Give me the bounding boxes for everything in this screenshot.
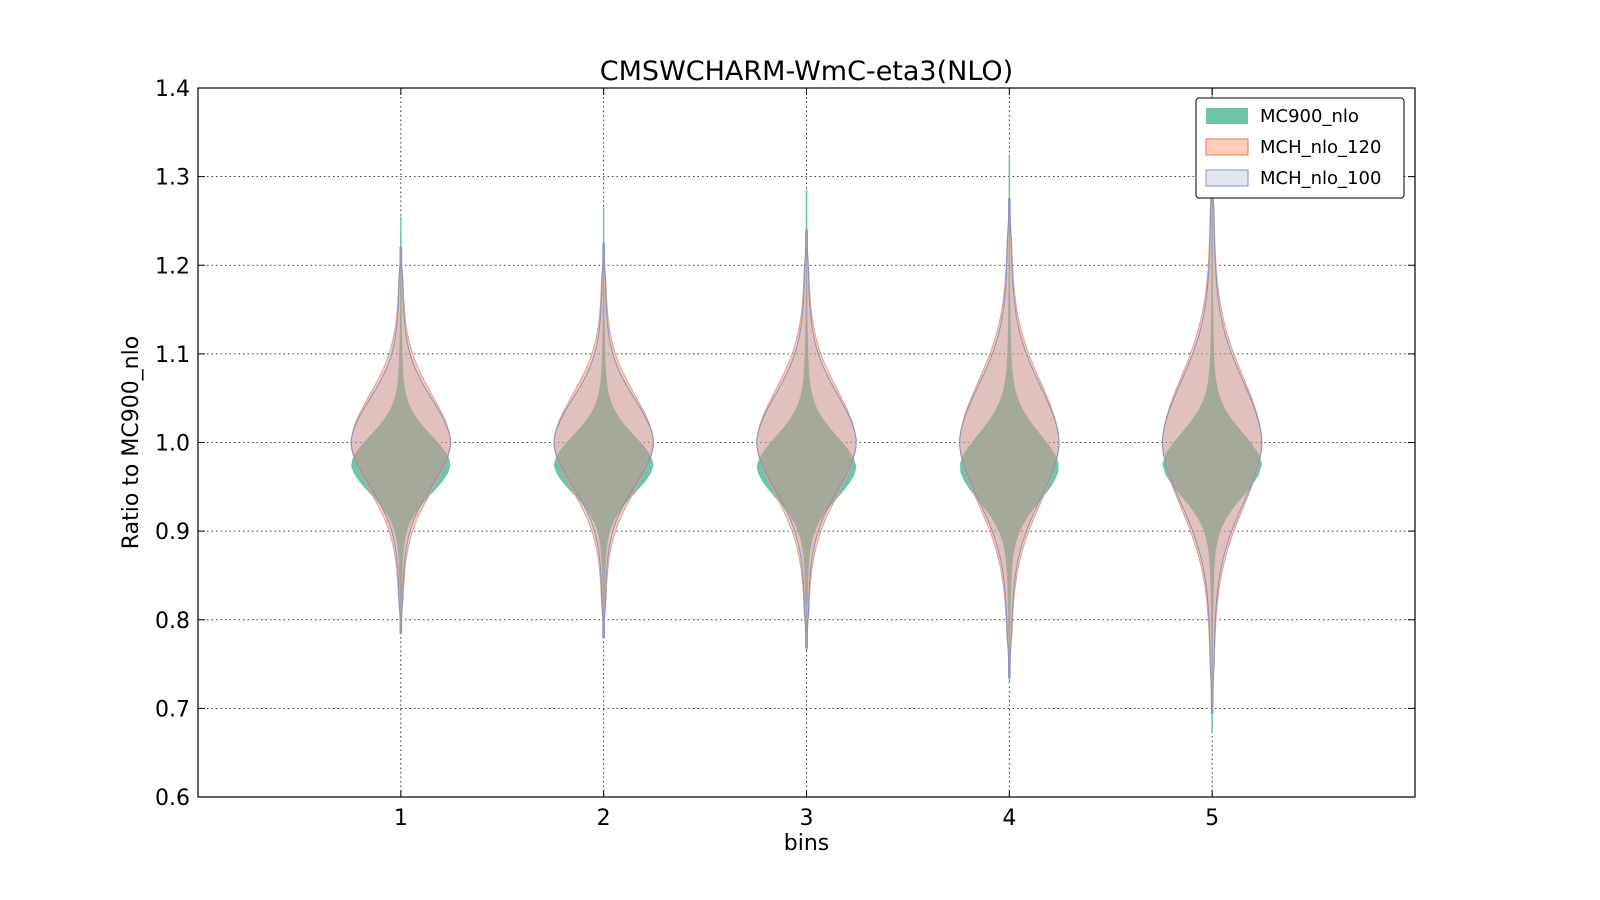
x-axis-title: bins [784, 831, 829, 856]
legend-swatch-mc900-nlo [1206, 108, 1248, 124]
y-tick-label: 1.2 [155, 254, 190, 279]
violin-mc900-nlo-bin-4 [960, 154, 1059, 684]
x-tick-label: 2 [597, 806, 611, 831]
legend-label-mch-nlo-100: MCH_nlo_100 [1260, 168, 1381, 189]
violin-mch-nlo-100-bin-4 [959, 198, 1060, 678]
y-tick-label: 0.9 [155, 520, 190, 545]
legend-swatch-mch-nlo-120 [1205, 138, 1249, 156]
y-tick-label: 0.7 [155, 697, 190, 722]
violin-mc900-nlo-bin-2 [553, 207, 654, 638]
y-tick-label: 1.1 [155, 343, 190, 368]
x-tick-label: 1 [394, 806, 408, 831]
axis-ticks: 1 2 3 4 5 0.6 0.7 0.8 0.9 1.0 1.1 1.2 1.3 1.4 [155, 77, 1415, 831]
violin-mch-nlo-100-bin-2 [553, 242, 654, 638]
legend-swatch-mch-nlo-100 [1205, 169, 1249, 187]
legend: MC900_nlo MCH_nlo_120 MCH_nlo_100 [1195, 97, 1405, 199]
y-tick-label: 1.4 [155, 77, 190, 102]
x-tick-label: 3 [800, 806, 814, 831]
violins [350, 88, 1263, 733]
violin-mc900-nlo-bin-1 [351, 216, 451, 633]
legend-label-mch-nlo-120: MCH_nlo_120 [1260, 137, 1381, 158]
violin-mc900-nlo-bin-5 [1162, 88, 1262, 733]
y-axis-title: Ratio to MC900_nlo [119, 336, 144, 549]
violin-mch-nlo-100-bin-3 [756, 229, 857, 649]
y-tick-label: 0.6 [155, 786, 190, 811]
legend-label-mc900-nlo: MC900_nlo [1260, 106, 1359, 127]
violin-mch-nlo-100-bin-1 [350, 247, 452, 634]
chart-title: CMSWCHARM-WmC-eta3(NLO) [600, 56, 1013, 87]
y-tick-label: 1.3 [155, 166, 190, 191]
x-tick-label: 5 [1205, 806, 1219, 831]
y-tick-label: 0.8 [155, 609, 190, 634]
x-tick-label: 4 [1002, 806, 1016, 831]
violin-mc900-nlo-bin-3 [756, 189, 857, 651]
y-tick-label: 1.0 [155, 432, 190, 457]
